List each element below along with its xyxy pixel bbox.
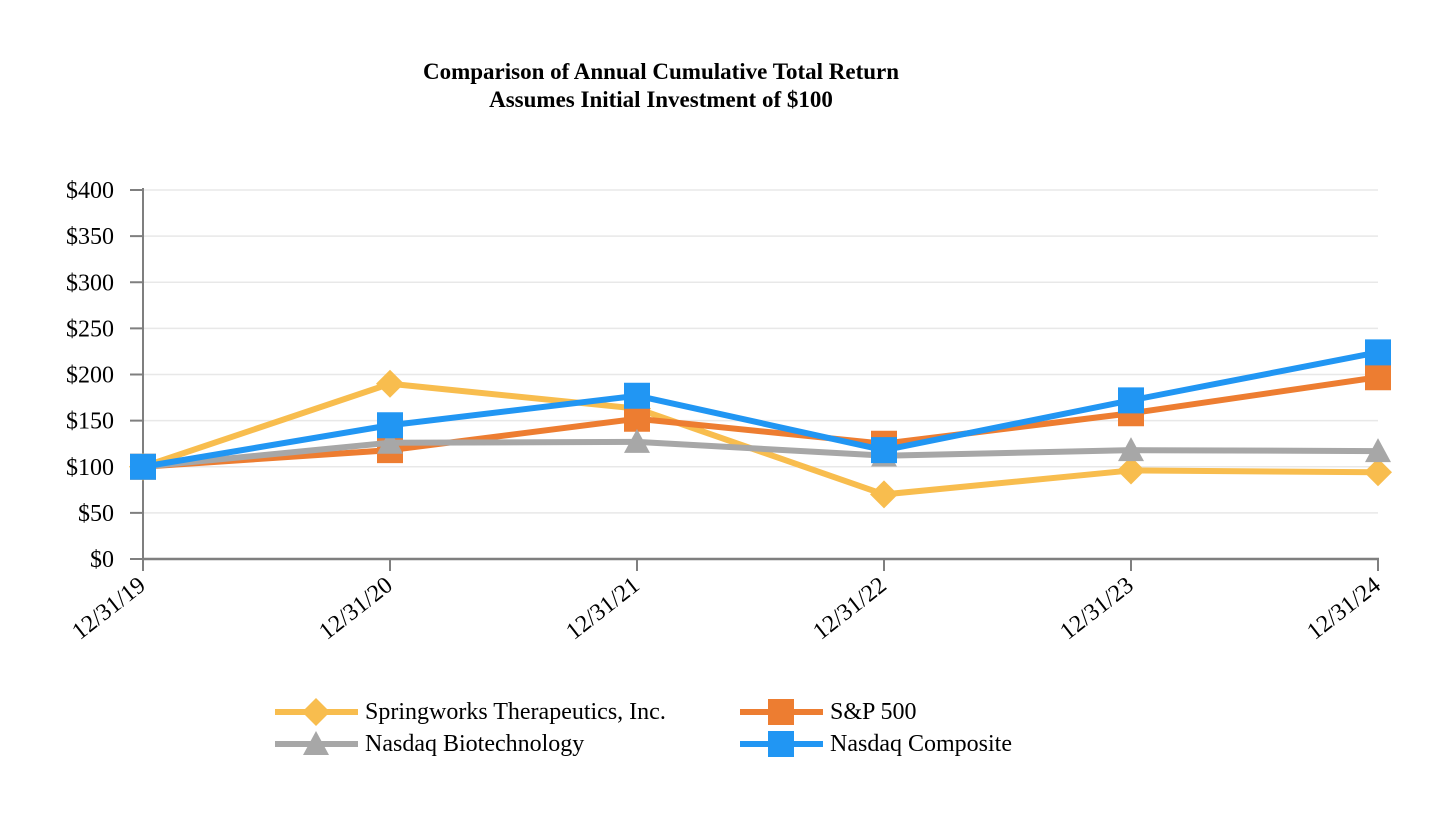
x-tick-label: 12/31/22 xyxy=(808,572,891,645)
legend-label: S&P 500 xyxy=(830,699,917,725)
series-marker-nasdaq-composite xyxy=(377,412,403,439)
series-line-springworks-therapeutics-inc xyxy=(140,380,1381,498)
series-line-nasdaq-biotechnology xyxy=(140,438,1381,470)
square-marker-icon xyxy=(740,731,823,757)
series-marker-nasdaq-composite xyxy=(871,437,897,464)
x-tick-label: 12/31/23 xyxy=(1055,572,1138,645)
legend-item-springworks-therapeutics-inc: Springworks Therapeutics, Inc. xyxy=(275,696,740,728)
x-tick-label: 12/31/24 xyxy=(1302,572,1385,645)
series-marker-nasdaq-biotechnology xyxy=(1365,438,1391,463)
legend-item-s-p-500: S&P 500 xyxy=(740,696,1012,728)
x-tick-label: 12/31/19 xyxy=(67,572,150,645)
legend-label: Nasdaq Biotechnology xyxy=(365,731,585,757)
y-tick-label: $400 xyxy=(66,178,114,204)
chart-title-line2: Assumes Initial Investment of $100 xyxy=(489,87,833,112)
y-tick-label: $100 xyxy=(66,455,114,481)
series-marker-nasdaq-composite xyxy=(130,453,156,480)
series-marker-springworks-therapeutics-inc xyxy=(870,480,898,509)
y-tick-label: $200 xyxy=(66,363,114,389)
series-line-s-p-500 xyxy=(140,374,1381,470)
y-tick-label: $50 xyxy=(78,501,114,527)
chart-title-line1: Comparison of Annual Cumulative Total Re… xyxy=(422,59,900,84)
y-tick-label: $0 xyxy=(90,547,114,573)
chart-legend: Springworks Therapeutics, Inc. S&P 500 Nas… xyxy=(275,696,1012,760)
y-tick-label: $250 xyxy=(66,316,114,342)
x-tick-label: 12/31/21 xyxy=(561,572,644,645)
triangle-marker-icon xyxy=(275,731,358,755)
y-tick-label: $300 xyxy=(66,270,114,296)
series-marker-springworks-therapeutics-inc xyxy=(376,369,404,398)
y-tick-label: $350 xyxy=(66,224,114,250)
series-marker-s-p-500 xyxy=(624,405,650,432)
series-marker-nasdaq-biotechnology xyxy=(377,429,403,454)
series-marker-s-p-500 xyxy=(1365,364,1391,391)
square-marker-icon xyxy=(740,699,823,725)
series-marker-nasdaq-biotechnology xyxy=(1118,437,1144,462)
y-tick-label: $150 xyxy=(66,409,114,435)
x-tick-label: 12/31/20 xyxy=(314,572,397,645)
legend-label: Springworks Therapeutics, Inc. xyxy=(365,699,666,725)
legend-item-nasdaq-composite: Nasdaq Composite xyxy=(740,728,1012,760)
series-marker-springworks-therapeutics-inc xyxy=(1364,458,1392,487)
series-marker-nasdaq-composite xyxy=(624,382,650,409)
series-marker-nasdaq-composite xyxy=(1118,387,1144,414)
diamond-marker-icon xyxy=(275,698,358,726)
legend-item-nasdaq-biotechnology: Nasdaq Biotechnology xyxy=(275,728,740,760)
series-line-nasdaq-composite xyxy=(140,349,1381,470)
legend-label: Nasdaq Composite xyxy=(830,731,1012,757)
series-marker-nasdaq-biotechnology xyxy=(624,428,650,453)
series-marker-nasdaq-composite xyxy=(1365,339,1391,366)
series-marker-springworks-therapeutics-inc xyxy=(1117,456,1145,485)
chart-title: Comparison of Annual Cumulative Total Re… xyxy=(0,58,1322,114)
